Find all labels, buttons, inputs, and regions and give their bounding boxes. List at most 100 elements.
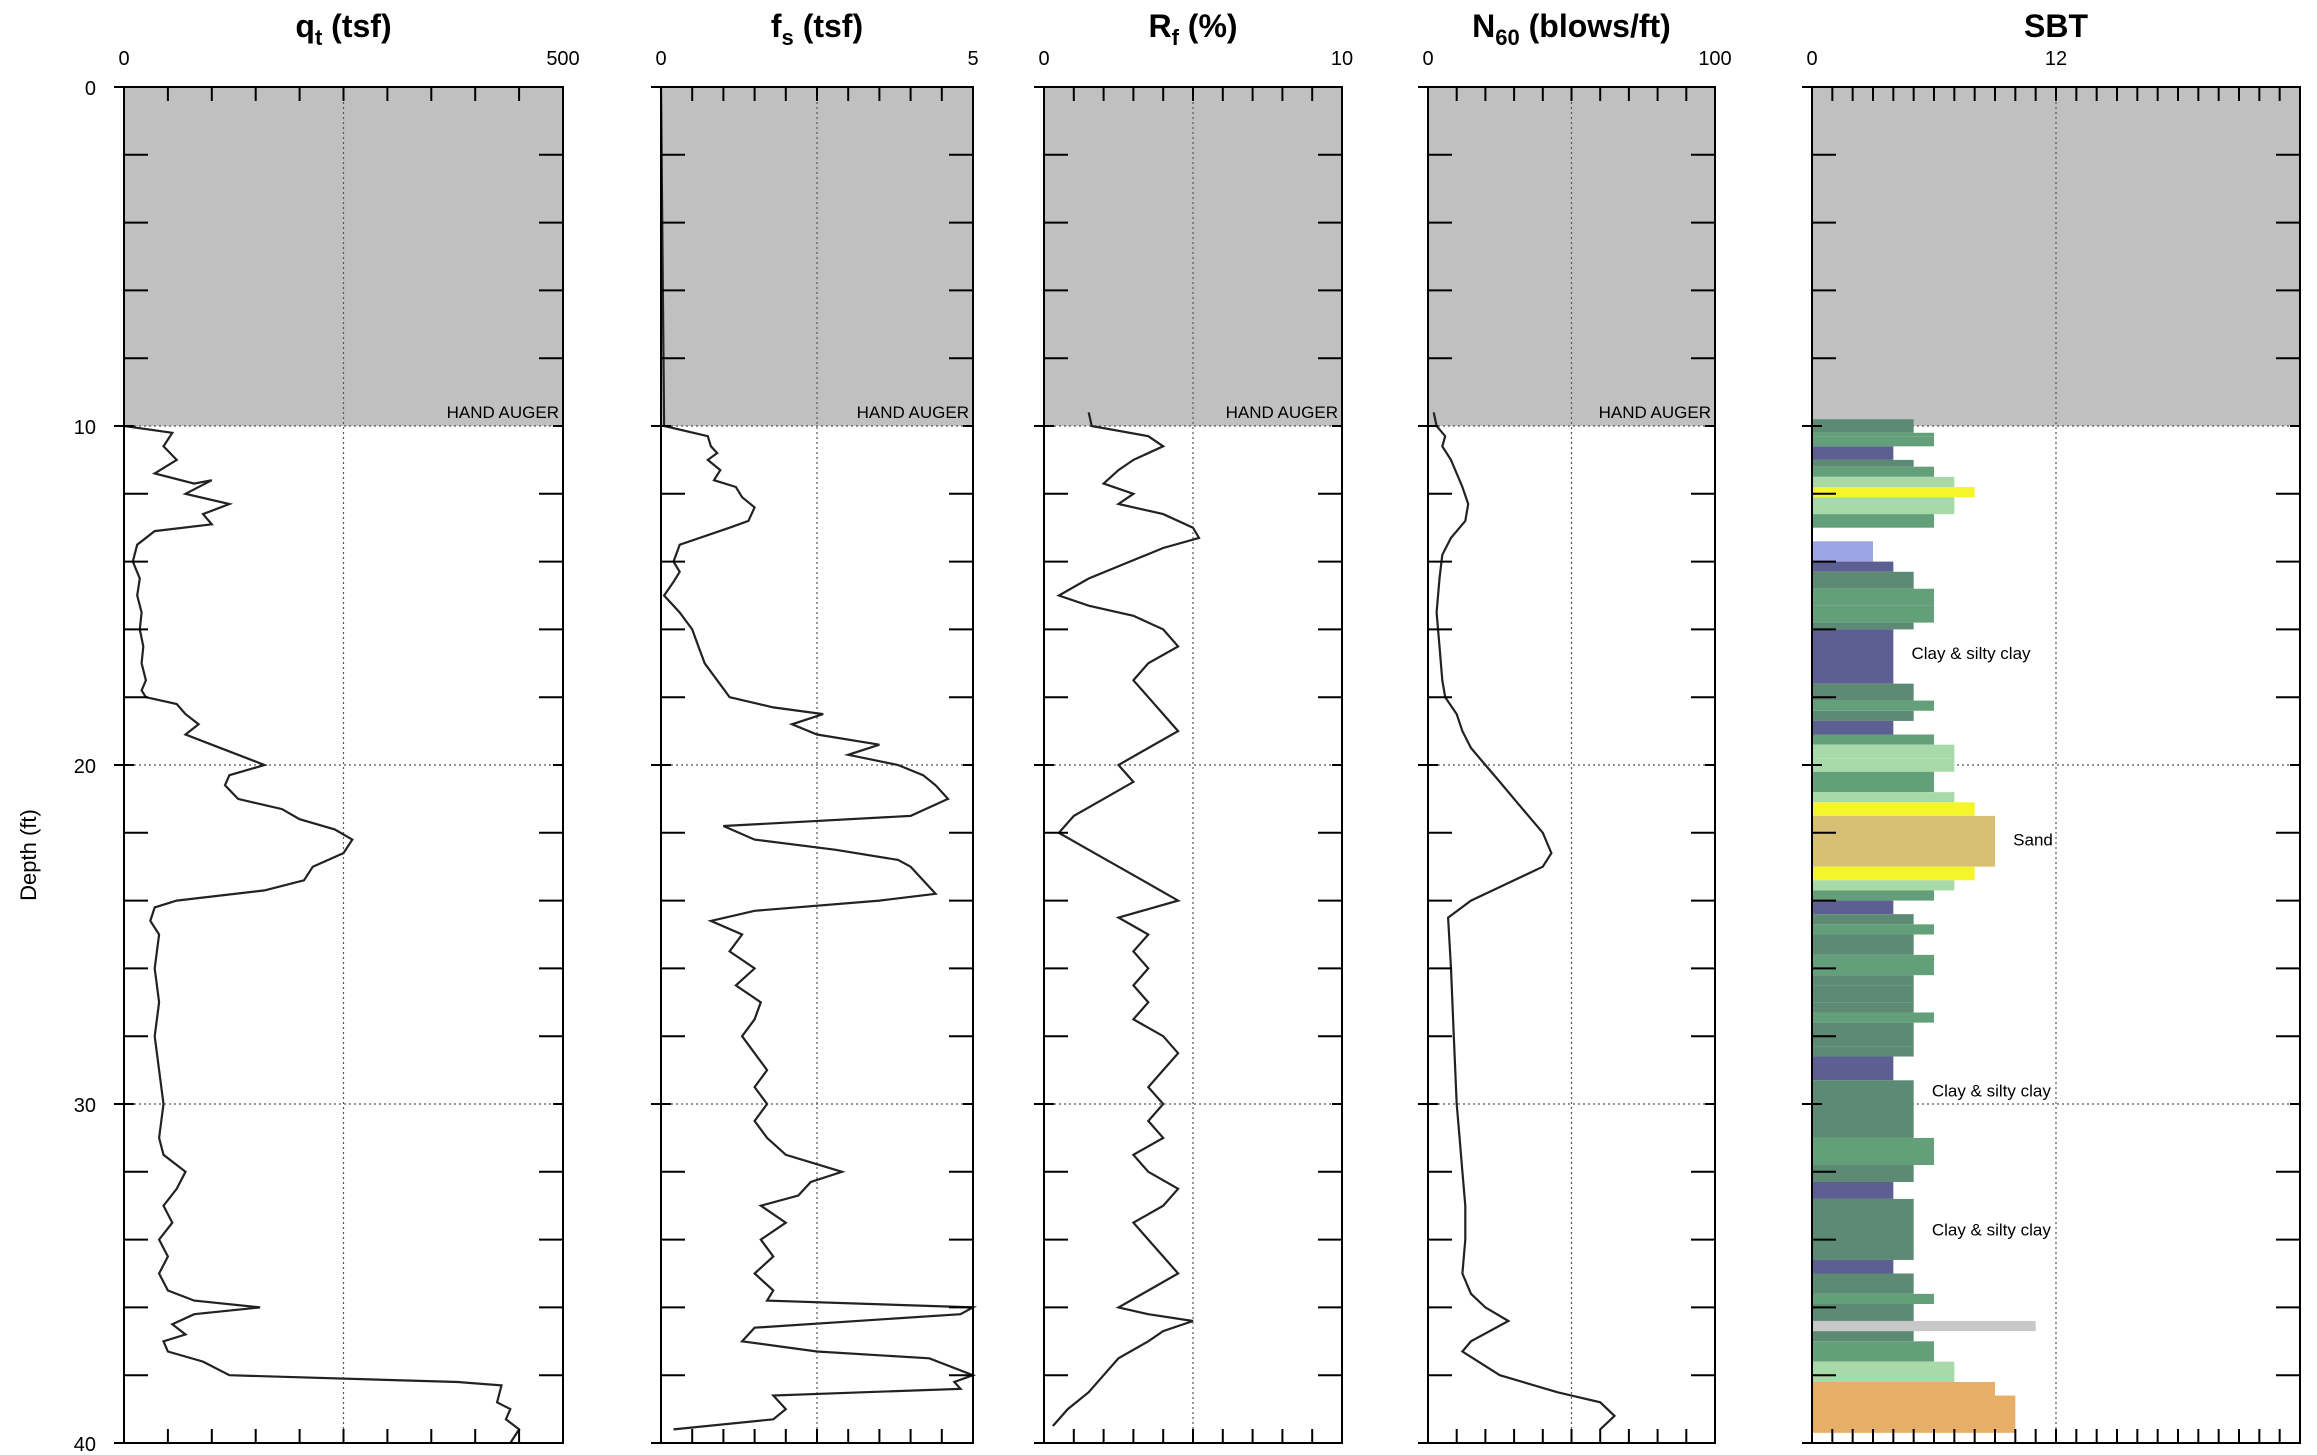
- sbt-layer-bar: [1812, 683, 1914, 701]
- profile-line: [1052, 412, 1201, 1427]
- sbt-layer-bar: [1812, 446, 1894, 460]
- sbt-layer-bar: [1812, 1002, 1914, 1013]
- x-tick-label: 0: [1038, 48, 1049, 70]
- sbt-layer-bar: [1812, 514, 1934, 528]
- sbt-layer-bar: [1812, 1361, 1955, 1382]
- x-tick-label: 0: [655, 48, 666, 70]
- sbt-layer-label: Clay & silty clay: [1932, 1220, 2052, 1239]
- depth-tick-label: 30: [74, 1095, 96, 1117]
- x-tick-label: 500: [546, 48, 579, 70]
- sbt-layer-bar: [1812, 720, 1894, 735]
- sbt-layer-bar: [1812, 1181, 1894, 1199]
- title-subscript: 60: [1495, 25, 1519, 50]
- title-main: N: [1472, 8, 1495, 44]
- title-subscript: f: [1172, 25, 1180, 50]
- sbt-layer-bar: [1812, 1022, 1914, 1047]
- sbt-layer-bar: [1812, 436, 1934, 447]
- title-unit: (tsf): [322, 8, 391, 44]
- hand-auger-annotation: HAND AUGER: [447, 403, 559, 422]
- title-main: q: [295, 8, 315, 44]
- sbt-layer-bar: [1812, 710, 1914, 721]
- x-tick-label: 0: [118, 48, 129, 70]
- depth-tick-label: 20: [74, 756, 96, 778]
- sbt-layer-bar: [1812, 1056, 1894, 1081]
- title-unit: (tsf): [794, 8, 863, 44]
- title-subscript: t: [315, 25, 323, 50]
- sbt-layer-bar: [1812, 1137, 1934, 1166]
- x-tick-label: 10: [1331, 48, 1353, 70]
- sbt-layer-bar: [1812, 1395, 2016, 1433]
- sbt-layer-bar: [1812, 1259, 1894, 1274]
- sbt-layer-bar: [1812, 985, 1914, 1003]
- sbt-layer-bar: [1812, 700, 1934, 711]
- sbt-layer-bar: [1812, 622, 1914, 630]
- x-tick-label: 0: [1806, 48, 1817, 70]
- x-tick-label: 12: [2045, 48, 2067, 70]
- sbt-layer-bar: [1812, 792, 1955, 803]
- sbt-layer-bar: [1812, 1341, 1934, 1362]
- hand-auger-annotation: HAND AUGER: [1226, 403, 1338, 422]
- profile-line: [1432, 412, 1617, 1431]
- sbt-layer-bar: [1812, 419, 1914, 433]
- hand-auger-annotation: HAND AUGER: [857, 403, 969, 422]
- sbt-layer-bar: [1812, 1381, 1995, 1396]
- profile-line: [659, 86, 978, 1431]
- sbt-layer-bar: [1812, 934, 1914, 955]
- sbt-layer-bar: [1812, 744, 1955, 759]
- depth-tick-label: 40: [74, 1434, 96, 1455]
- panel-2: 0 5 fs (tsf) HAND AUGER: [651, 8, 979, 1444]
- title-unit: (%): [1179, 8, 1238, 44]
- sbt-layer-bar: [1812, 1320, 2036, 1332]
- sbt-layer-bar: [1812, 1331, 1914, 1342]
- depth-axis-label: Depth (ft): [16, 809, 41, 901]
- sbt-layer-bar: [1812, 541, 1873, 562]
- sbt-layer-bar: [1812, 900, 1894, 915]
- sbt-layer-bar: [1812, 802, 1975, 816]
- sbt-layer-bar: [1812, 432, 1934, 437]
- sbt-layer-bar: [1812, 466, 1934, 477]
- sbt-layer-bar: [1812, 1304, 1914, 1321]
- sbt-layer-bar: [1812, 880, 1955, 891]
- panel-title: Rf (%): [1148, 8, 1237, 50]
- sbt-layer-bar: [1812, 605, 1934, 623]
- sbt-layer-bar: [1812, 734, 1934, 745]
- sbt-layer-bar: [1812, 866, 1975, 881]
- title-main: R: [1148, 8, 1171, 44]
- x-tick-label: 0: [1422, 48, 1433, 70]
- x-tick-label: 100: [1698, 48, 1731, 70]
- panel-5: Clay & silty clay Sand Clay & silty clay Cl…: [1802, 8, 2301, 1444]
- title-subscript: s: [782, 25, 794, 50]
- sbt-layer-bar: [1812, 1165, 1914, 1182]
- sbt-layer-bar: [1812, 487, 1975, 498]
- sbt-layer-bar: [1812, 1046, 1914, 1057]
- sbt-layer-bar: [1812, 815, 1995, 867]
- sbt-layer-bar: [1812, 924, 1934, 935]
- panel-1: 0 500 qt (tsf) HAND AUGER: [114, 8, 580, 1444]
- depth-tick-label: 0: [85, 78, 96, 100]
- title-main: f: [771, 8, 782, 44]
- sbt-layer-bar: [1812, 1293, 1934, 1305]
- sbt-layer-bar: [1812, 1273, 1914, 1294]
- sbt-layer-bar: [1812, 771, 1934, 793]
- sbt-layer-bar: [1812, 497, 1955, 515]
- sbt-layer-bar: [1812, 1198, 1914, 1260]
- sbt-layer-bar: [1812, 1012, 1934, 1023]
- panel-4: 0 100 N60 (blows/ft) HAND AUGER: [1418, 8, 1732, 1444]
- sbt-layer-bar: [1812, 975, 1914, 986]
- sbt-layer-bar: [1812, 758, 1955, 772]
- panel-title: fs (tsf): [771, 8, 863, 50]
- profile-line: [123, 424, 521, 1444]
- sbt-layer-bar: [1812, 459, 1914, 467]
- sbt-layer-bar: [1812, 954, 1934, 976]
- sbt-layer-bar: [1812, 561, 1894, 572]
- sbt-layer-bar: [1812, 1080, 1914, 1138]
- sbt-layer-bar: [1812, 914, 1914, 925]
- hand-auger-annotation: HAND AUGER: [1599, 403, 1711, 422]
- sbt-layer-bar: [1812, 571, 1914, 589]
- sbt-layer-bar: [1812, 595, 1934, 606]
- sbt-layer-label: Clay & silty clay: [1932, 1081, 2052, 1100]
- depth-tick-label: 10: [74, 417, 96, 439]
- panel-3: 0 10 Rf (%) HAND AUGER: [1034, 8, 1353, 1444]
- sbt-layer-bar: [1812, 476, 1955, 488]
